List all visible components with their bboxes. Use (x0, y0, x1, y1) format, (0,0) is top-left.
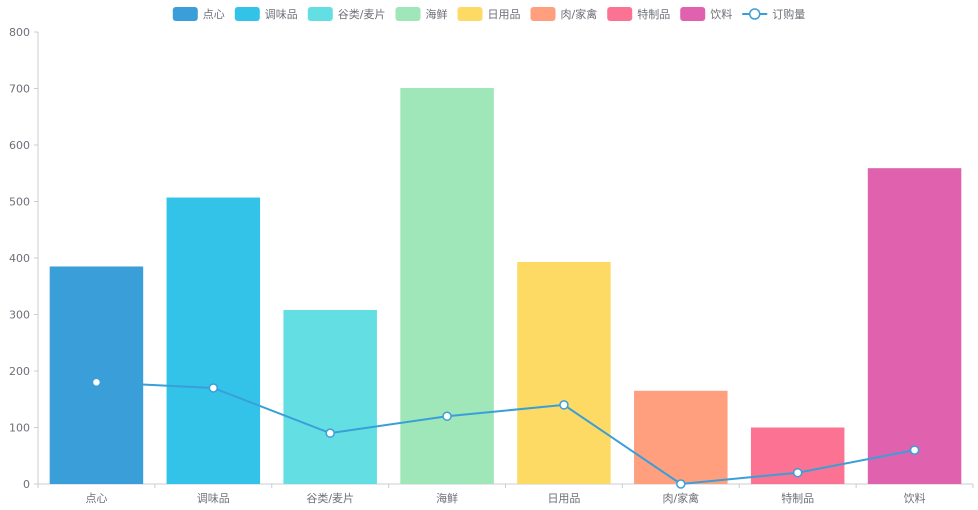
legend-swatch (530, 7, 556, 21)
legend-item[interactable]: 肉/家禽 (530, 7, 598, 21)
y-tick-label: 200 (9, 365, 30, 378)
legend-label: 谷类/麦片 (338, 7, 386, 21)
legend-swatch (307, 7, 333, 21)
line-point[interactable] (325, 428, 335, 438)
x-tick-label: 肉/家禽 (662, 491, 699, 505)
legend-swatch (172, 7, 198, 21)
bar[interactable] (400, 87, 494, 484)
legend-item[interactable]: 特制品 (607, 7, 670, 21)
line-point[interactable] (909, 445, 920, 455)
legend-label: 特制品 (637, 7, 670, 21)
legend-swatch (457, 7, 483, 21)
bar[interactable] (166, 197, 261, 485)
y-tick-label: 0 (23, 478, 30, 491)
y-tick-label: 600 (9, 139, 30, 152)
line-point[interactable] (442, 411, 452, 421)
legend-item[interactable]: 日用品 (457, 7, 521, 21)
legend-item[interactable]: 点心 (172, 7, 225, 21)
y-tick-label: 400 (9, 252, 30, 265)
x-axis: 点心 调味品 谷类/麦片 海鲜 日用品 肉/家禽 特制品 饮料 (37, 483, 974, 505)
x-tick-label: 饮料 (904, 491, 926, 505)
legend-swatch (680, 7, 706, 21)
x-tick-label: 日用品 (547, 492, 580, 505)
legend-item[interactable]: 调味品 (234, 7, 298, 21)
bar[interactable] (517, 261, 611, 484)
legend-label: 点心 (203, 8, 225, 21)
legend-label: 调味品 (265, 8, 298, 21)
legend-swatch (234, 7, 260, 21)
line-point[interactable] (792, 467, 803, 478)
legend-label: 饮料 (710, 7, 732, 21)
bar[interactable] (49, 266, 144, 484)
legend-item[interactable]: 海鲜 (395, 7, 448, 21)
x-tick-label: 特制品 (781, 491, 814, 505)
legend-swatch (395, 7, 421, 21)
line-point[interactable] (676, 479, 686, 489)
legend-item[interactable]: 谷类/麦片 (307, 7, 386, 21)
x-tick-label: 海鲜 (436, 491, 458, 505)
line-point[interactable] (559, 400, 569, 410)
bar[interactable] (634, 390, 728, 484)
legend-swatch (607, 7, 633, 21)
legend-item[interactable]: 订购量 (742, 7, 805, 21)
bar[interactable] (283, 309, 377, 484)
bar[interactable] (867, 168, 962, 485)
x-tick-label: 点心 (85, 492, 107, 505)
legend-label: 订购量 (772, 7, 805, 21)
legend-label: 海鲜 (426, 7, 448, 21)
bar-series[interactable] (49, 87, 962, 485)
y-tick-label: 100 (9, 422, 30, 435)
x-tick-label: 谷类/麦片 (306, 491, 354, 505)
line-series[interactable] (91, 377, 920, 489)
y-tick-label: 700 (9, 83, 30, 96)
legend-swatch-marker (748, 8, 761, 20)
y-tick-label: 500 (9, 196, 30, 209)
line-point[interactable] (208, 383, 219, 393)
y-tick-label: 300 (9, 309, 30, 322)
line-path (96, 381, 915, 486)
line-point[interactable] (91, 377, 102, 388)
y-tick-label: 800 (9, 26, 30, 39)
legend-label: 肉/家禽 (561, 7, 598, 21)
y-axis: 0 100 200 300 400 500 600 700 800 (9, 26, 39, 491)
legend-item[interactable]: 饮料 (680, 7, 732, 21)
legend[interactable]: 点心 调味品 谷类/麦片 海鲜 日用品 肉/家禽 特制品 饮料 订购量 (172, 7, 805, 21)
x-tick-label: 调味品 (197, 492, 230, 505)
legend-label: 日用品 (488, 8, 521, 21)
